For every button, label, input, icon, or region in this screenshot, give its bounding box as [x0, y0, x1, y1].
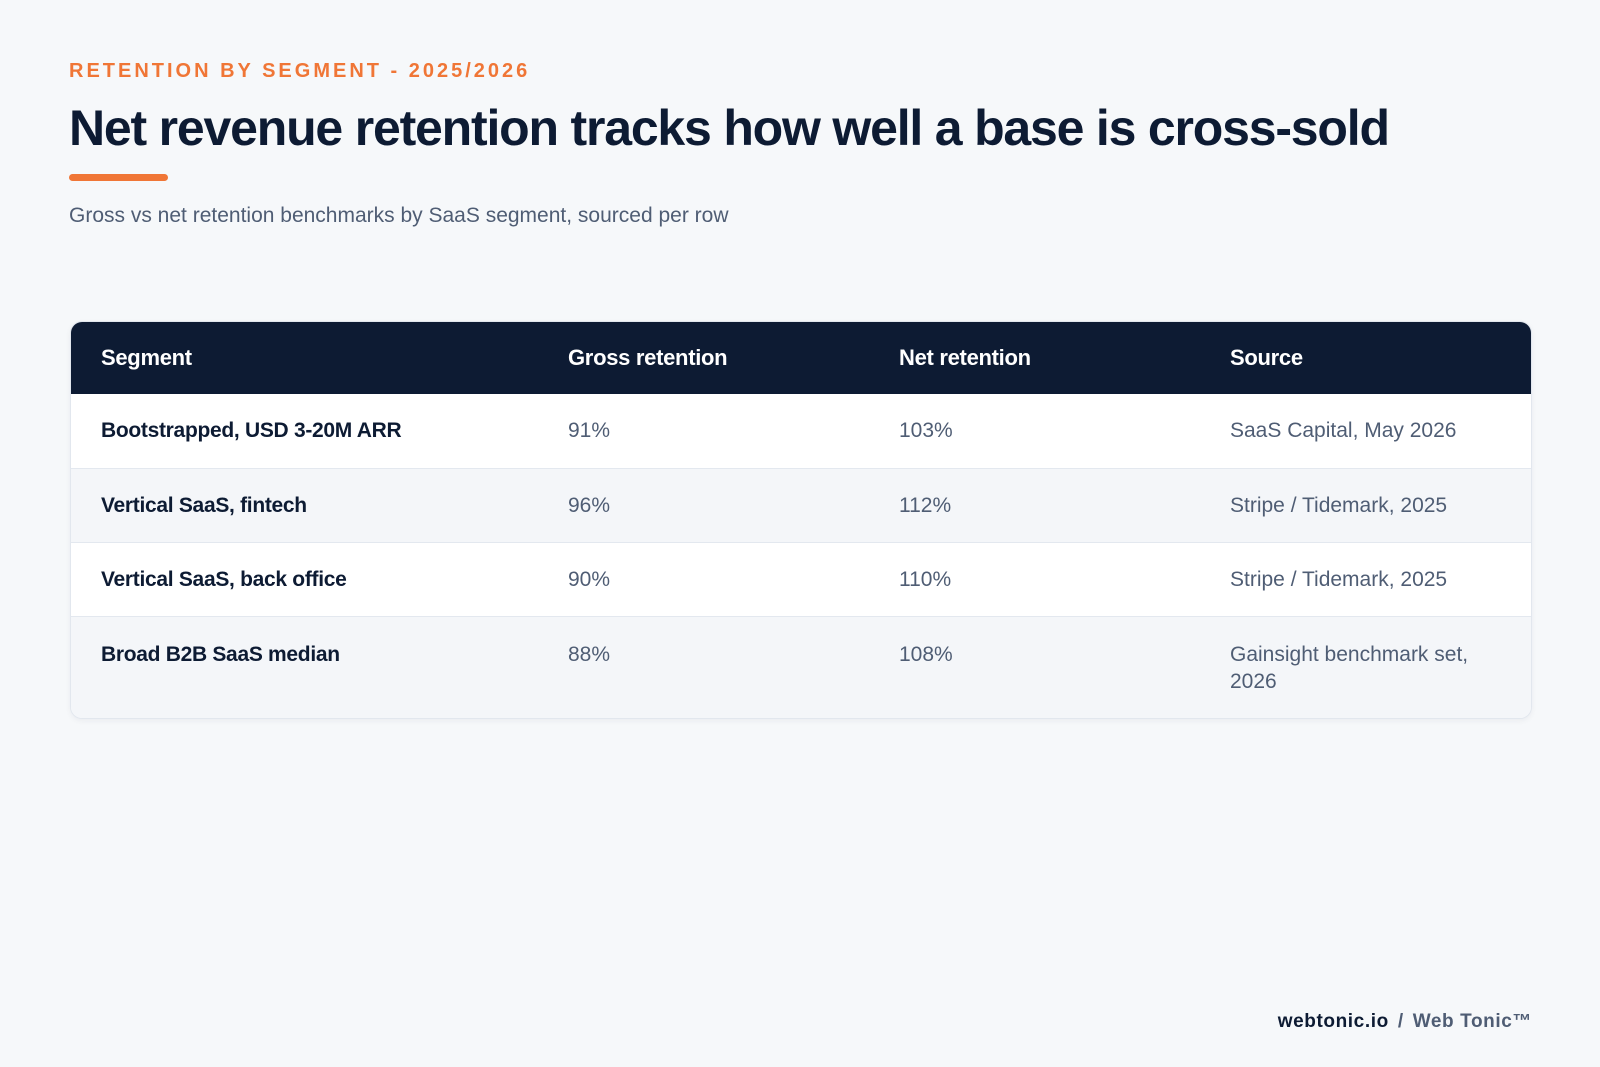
footer-brand: Web Tonic™	[1412, 1011, 1532, 1032]
retention-table-card: Segment Gross retention Net retention So…	[70, 321, 1532, 719]
column-header-source: Source	[1230, 345, 1303, 370]
column-header-net-retention: Net retention	[899, 345, 1031, 370]
page-title: Net revenue retention tracks how well a …	[69, 100, 1390, 156]
page-header: RETENTION BY SEGMENT - 2025/2026 Net rev…	[69, 58, 1531, 230]
column-header-segment: Segment	[101, 345, 192, 370]
table-header-row: Segment Gross retention Net retention So…	[71, 322, 1531, 394]
gross-retention-cell: 88%	[568, 642, 611, 666]
eyebrow-label: RETENTION BY SEGMENT - 2025/2026	[69, 60, 531, 82]
source-cell: Gainsight benchmark set, 2026	[1230, 642, 1469, 693]
table-row: Bootstrapped, USD 3-20M ARR 91% 103% Saa…	[71, 394, 1531, 468]
source-cell: Stripe / Tidemark, 2025	[1230, 567, 1448, 591]
net-retention-cell: 112%	[899, 493, 952, 517]
net-retention-cell: 110%	[899, 567, 952, 591]
column-header-gross-retention: Gross retention	[568, 345, 728, 370]
source-cell: SaaS Capital, May 2026	[1230, 419, 1457, 443]
title-accent-rule	[69, 174, 168, 181]
table-row: Vertical SaaS, back office 90% 110% Stri…	[71, 542, 1531, 616]
table-row: Vertical SaaS, fintech 96% 112% Stripe /…	[71, 468, 1531, 542]
footer-credit: webtonic.io / Web Tonic™	[1278, 1011, 1532, 1033]
segment-cell: Vertical SaaS, fintech	[101, 493, 307, 517]
retention-table: Segment Gross retention Net retention So…	[71, 322, 1531, 718]
net-retention-cell: 103%	[899, 419, 953, 443]
segment-cell: Bootstrapped, USD 3-20M ARR	[101, 419, 402, 443]
segment-cell: Vertical SaaS, back office	[101, 567, 347, 591]
footer-domain: webtonic.io	[1277, 1011, 1389, 1032]
net-retention-cell: 108%	[899, 642, 953, 666]
table-row: Broad B2B SaaS median 88% 108% Gainsight…	[71, 616, 1531, 718]
gross-retention-cell: 91%	[568, 419, 611, 443]
gross-retention-cell: 96%	[568, 493, 611, 517]
page-subtitle: Gross vs net retention benchmarks by Saa…	[69, 204, 729, 227]
segment-cell: Broad B2B SaaS median	[101, 642, 340, 666]
footer-separator: /	[1397, 1011, 1404, 1032]
gross-retention-cell: 90%	[568, 567, 611, 591]
source-cell: Stripe / Tidemark, 2025	[1230, 493, 1448, 517]
